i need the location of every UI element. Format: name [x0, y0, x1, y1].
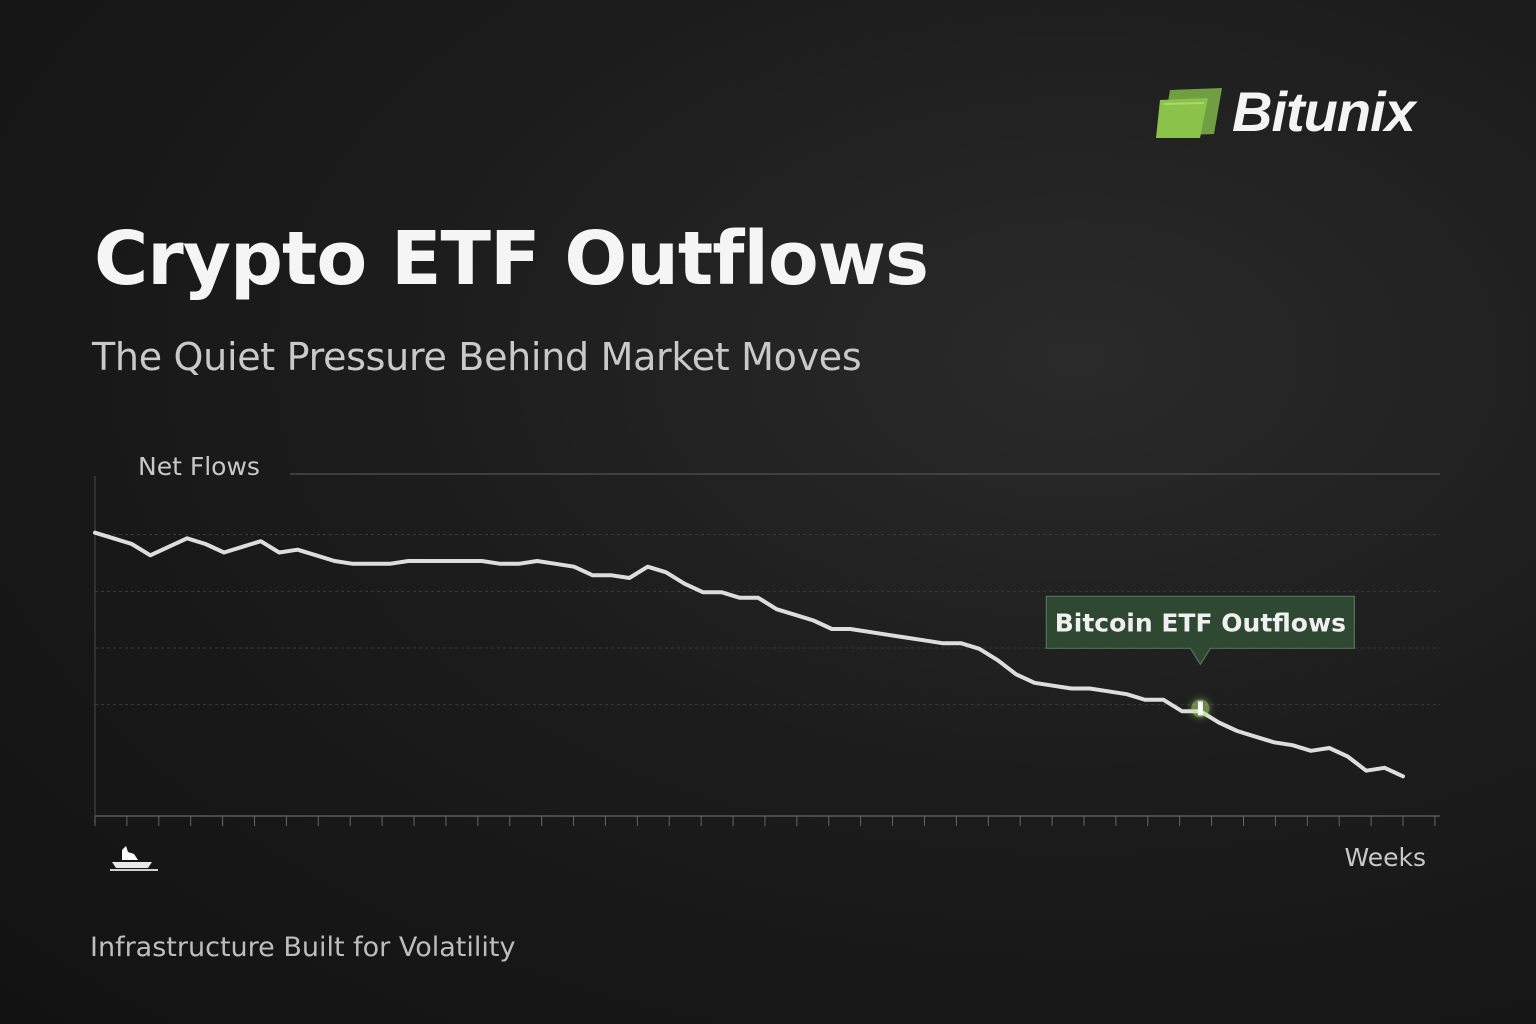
y-axis-label: Net Flows [138, 452, 260, 481]
ship-icon [110, 846, 158, 871]
annotation-box [1045, 595, 1355, 666]
series-points [94, 531, 1405, 778]
page-subtitle: The Quiet Pressure Behind Market Moves [92, 335, 862, 379]
tagline: Infrastructure Built for Volatility [90, 932, 516, 963]
brand-logo: Bitunix [1156, 80, 1416, 143]
annotation-label: Bitcoin ETF Outflows [1055, 608, 1346, 637]
chart-gridlines [95, 534, 1440, 706]
annotation-marker [1197, 701, 1203, 716]
series-line-net-flows [93, 530, 1405, 779]
page-title: Crypto ETF Outflows [94, 216, 929, 302]
x-axis-label: Weeks [1344, 843, 1426, 872]
annotation-callout: Bitcoin ETF Outflows [1045, 595, 1355, 666]
x-axis-ticks [94, 816, 1436, 826]
bitunix-leaf-icon [1156, 88, 1222, 138]
brand-name: Bitunix [1232, 80, 1416, 143]
